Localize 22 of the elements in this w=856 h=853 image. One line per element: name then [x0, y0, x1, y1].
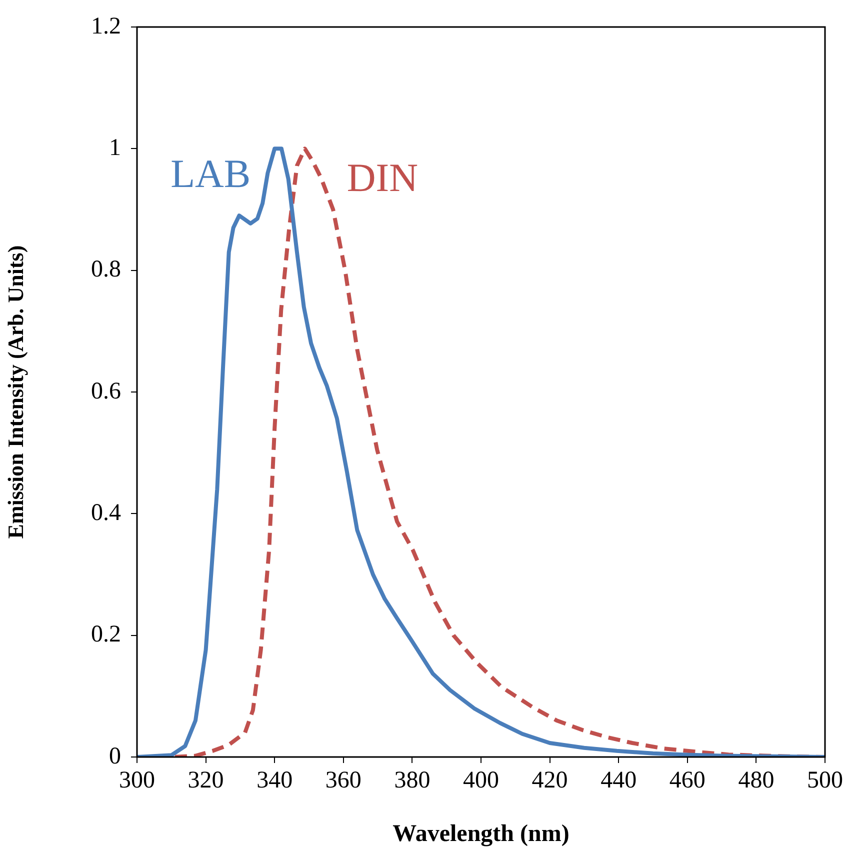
- x-tick-label: 420: [532, 768, 568, 794]
- x-tick-label: 440: [600, 768, 637, 794]
- x-tick-label: 340: [256, 768, 293, 794]
- x-tick-label: 500: [807, 768, 843, 794]
- series-label: LAB: [170, 151, 251, 196]
- x-axis-title: Wavelength (nm): [392, 820, 570, 847]
- y-axis-title: Emission Intensity (Arb. Units): [2, 245, 28, 539]
- y-tick-label: 0.8: [91, 256, 121, 283]
- y-tick-label: 0.6: [91, 378, 121, 404]
- x-tick-label: 400: [463, 768, 499, 794]
- y-tick-label: 0: [109, 743, 121, 770]
- y-tick-label: 1.2: [91, 13, 121, 40]
- x-tick-label: 380: [394, 768, 430, 794]
- x-tick-label: 480: [738, 768, 774, 794]
- series-label: DIN: [346, 155, 418, 200]
- x-tick-label: 300: [119, 768, 155, 794]
- x-tick-label: 320: [188, 768, 224, 794]
- y-tick-label: 0.4: [91, 500, 121, 526]
- y-tick-label: 0.2: [91, 622, 121, 648]
- y-tick-label: 1: [109, 134, 121, 161]
- x-tick-label: 460: [669, 768, 706, 794]
- x-tick-label: 360: [325, 768, 362, 794]
